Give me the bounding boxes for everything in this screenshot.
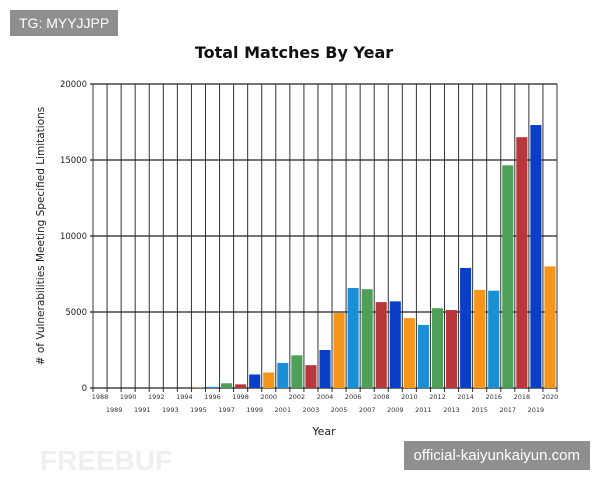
bar-2001: [277, 362, 289, 388]
y-tick-label: 20000: [60, 80, 87, 90]
x-tick-label: 2012: [429, 393, 446, 401]
bar-2007: [361, 289, 373, 388]
bar-2000: [263, 372, 275, 388]
x-tick-label: 1996: [204, 393, 221, 401]
chart-title: Total Matches By Year: [195, 43, 393, 62]
bar-2003: [305, 365, 317, 388]
bar-2012: [431, 308, 444, 388]
bar-2009: [389, 301, 401, 388]
x-tick-label: 2008: [373, 393, 390, 401]
bar-1997: [221, 383, 233, 388]
y-tick-label: 5000: [65, 308, 87, 318]
x-tick-label: 2003: [303, 406, 320, 414]
x-tick-label: 1995: [190, 406, 207, 414]
x-tick-label: 2016: [485, 393, 502, 401]
logo-watermark: FREEBUF: [40, 445, 172, 476]
x-tick-label: 2020: [542, 393, 559, 401]
x-tick-label: 2005: [331, 406, 348, 414]
bar-2010: [403, 318, 415, 388]
bar-2016: [488, 290, 500, 388]
bar-2017: [502, 165, 514, 388]
x-tick-label: 1989: [106, 406, 123, 414]
bar-2015: [474, 289, 486, 388]
bar-1999: [249, 374, 261, 388]
x-tick-label: 1991: [134, 406, 151, 414]
x-tick-label: 2009: [387, 406, 404, 414]
y-tick-label: 10000: [60, 232, 87, 242]
x-tick-label: 2019: [528, 406, 545, 414]
x-tick-label: 2004: [317, 393, 334, 401]
x-tick-label: 2002: [289, 393, 306, 401]
x-tick-label: 2017: [500, 406, 517, 414]
bar-2013: [446, 310, 458, 388]
y-axis-label: # of Vulnerabilities Meeting Specified L…: [35, 107, 47, 366]
bar-2004: [319, 350, 331, 388]
bar-2019: [530, 125, 542, 388]
bar-1996: [206, 386, 219, 388]
x-tick-label: 1998: [232, 393, 249, 401]
x-tick-label: 1992: [148, 393, 165, 401]
bar-2005: [333, 313, 345, 388]
x-tick-label: 1999: [246, 406, 263, 414]
bar-2011: [417, 324, 429, 388]
bar-1998: [235, 384, 247, 388]
x-tick-label: 2015: [471, 406, 488, 414]
x-tick-label: 1994: [176, 393, 193, 401]
x-tick-label: 1997: [218, 406, 235, 414]
x-tick-label: 1988: [92, 393, 109, 401]
bar-2008: [375, 302, 387, 388]
bar-2006: [347, 287, 359, 388]
bar-2018: [516, 137, 528, 388]
tg-watermark: TG: MYYJJPP: [10, 10, 119, 36]
y-tick-label: 15000: [60, 156, 87, 166]
bar-2014: [460, 267, 472, 388]
site-watermark: official-kaiyunkaiyun.com: [403, 441, 590, 470]
x-tick-label: 1993: [162, 406, 179, 414]
x-tick-label: 2006: [345, 393, 362, 401]
x-tick-label: 2000: [260, 393, 277, 401]
x-tick-label: 2014: [457, 393, 474, 401]
bar-2002: [291, 355, 303, 388]
x-tick-label: 2013: [443, 406, 460, 414]
x-tick-label: 2001: [275, 406, 292, 414]
x-tick-label: 2007: [359, 406, 376, 414]
x-tick-label: 2018: [514, 393, 531, 401]
y-tick-label: 0: [82, 384, 87, 394]
x-axis-label: Year: [311, 425, 336, 438]
x-tick-label: 2011: [415, 406, 432, 414]
bar-2020: [544, 266, 556, 388]
x-tick-label: 1990: [120, 393, 137, 401]
x-tick-label: 2010: [401, 393, 418, 401]
